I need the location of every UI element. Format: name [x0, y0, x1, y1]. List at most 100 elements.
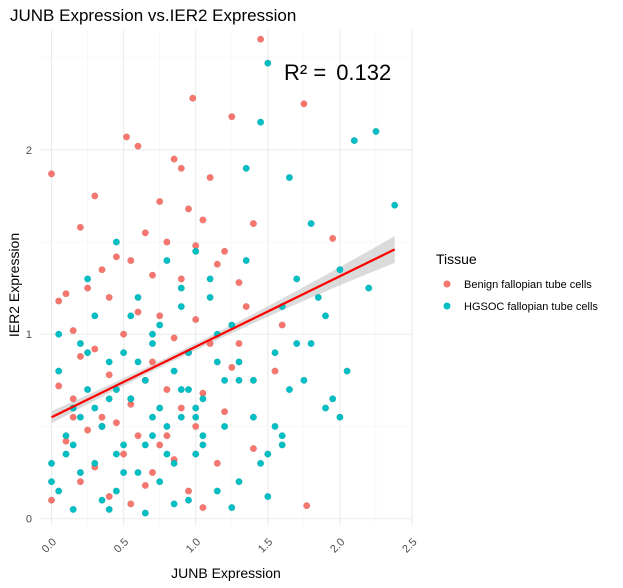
- point-benign: [69, 413, 77, 421]
- point-hgsoc: [48, 459, 56, 467]
- point-hgsoc: [293, 275, 301, 283]
- point-benign: [228, 113, 236, 121]
- point-hgsoc: [242, 257, 250, 265]
- point-hgsoc: [120, 349, 128, 357]
- point-hgsoc: [84, 349, 92, 357]
- point-benign: [127, 257, 135, 265]
- point-hgsoc: [84, 386, 92, 394]
- point-hgsoc: [156, 404, 164, 412]
- point-hgsoc: [134, 293, 142, 301]
- point-benign: [177, 275, 185, 283]
- point-hgsoc: [257, 118, 265, 126]
- point-hgsoc: [336, 266, 344, 274]
- legend-label-benign: Benign fallopian tube cells: [464, 279, 592, 291]
- point-hgsoc: [271, 422, 279, 430]
- point-hgsoc: [199, 441, 207, 449]
- point-benign: [192, 316, 200, 324]
- point-hgsoc: [177, 386, 185, 394]
- point-hgsoc: [307, 220, 315, 228]
- point-hgsoc: [322, 312, 330, 320]
- point-hgsoc: [293, 340, 301, 348]
- point-hgsoc: [184, 386, 192, 394]
- fit-line: [51, 248, 396, 419]
- confidence-interval: [51, 236, 395, 424]
- point-hgsoc: [127, 395, 135, 403]
- point-hgsoc: [336, 413, 344, 421]
- point-hgsoc: [329, 395, 337, 403]
- point-hgsoc: [62, 432, 70, 440]
- point-benign: [163, 386, 171, 394]
- x-tick-label: 1.0: [184, 536, 203, 555]
- point-hgsoc: [206, 293, 214, 301]
- point-benign: [235, 340, 243, 348]
- point-benign: [62, 290, 70, 298]
- point-hgsoc: [105, 505, 113, 513]
- point-benign: [257, 35, 265, 43]
- point-hgsoc: [148, 330, 156, 338]
- point-benign: [76, 223, 84, 231]
- point-benign: [55, 382, 63, 390]
- point-hgsoc: [84, 275, 92, 283]
- x-tick-label: 1.5: [256, 536, 275, 555]
- point-hgsoc: [221, 376, 229, 384]
- legend-label-hgsoc: HGSOC fallopian tube cells: [464, 301, 598, 313]
- tick-labels: 0.0 0.5 1.0 1.5 2.0 2.5 0 1 2: [26, 145, 420, 556]
- point-benign: [112, 419, 120, 427]
- point-hgsoc: [76, 413, 84, 421]
- point-benign: [235, 279, 243, 287]
- point-hgsoc: [343, 367, 351, 375]
- point-hgsoc: [199, 395, 207, 403]
- point-benign: [189, 94, 197, 102]
- point-benign: [249, 445, 257, 453]
- point-hgsoc: [91, 404, 99, 412]
- point-benign: [148, 271, 156, 279]
- point-benign: [48, 496, 56, 504]
- point-benign: [91, 192, 99, 200]
- point-benign: [156, 441, 164, 449]
- point-hgsoc: [134, 469, 142, 477]
- legend-title: Tissue: [436, 251, 477, 267]
- regression-line: [51, 248, 396, 419]
- point-hgsoc: [278, 432, 286, 440]
- point-hgsoc: [177, 413, 185, 421]
- point-hgsoc: [391, 201, 399, 209]
- point-hgsoc: [76, 340, 84, 348]
- point-benign: [134, 142, 142, 150]
- point-hgsoc: [134, 358, 142, 366]
- point-benign: [105, 371, 113, 379]
- point-benign: [192, 422, 200, 430]
- point-benign: [84, 426, 92, 434]
- point-hgsoc: [235, 358, 243, 366]
- point-hgsoc: [264, 59, 272, 67]
- x-axis-title: JUNB Expression: [171, 565, 281, 581]
- point-hgsoc: [127, 312, 135, 320]
- point-benign: [141, 481, 149, 489]
- point-hgsoc: [242, 164, 250, 172]
- point-benign: [98, 413, 106, 421]
- point-benign: [278, 321, 286, 329]
- point-hgsoc: [192, 247, 200, 255]
- point-benign: [199, 504, 207, 512]
- point-benign: [303, 502, 311, 510]
- point-hgsoc: [213, 487, 221, 495]
- point-benign: [120, 330, 128, 338]
- point-hgsoc: [112, 238, 120, 246]
- point-hgsoc: [120, 441, 128, 449]
- point-benign: [329, 234, 337, 242]
- point-benign: [300, 100, 308, 108]
- point-hgsoc: [69, 441, 77, 449]
- point-benign: [249, 220, 257, 228]
- point-benign: [48, 170, 56, 178]
- point-hgsoc: [264, 493, 272, 501]
- point-hgsoc: [148, 432, 156, 440]
- point-hgsoc: [257, 459, 265, 467]
- point-benign: [134, 308, 142, 316]
- point-benign: [98, 266, 106, 274]
- point-hgsoc: [141, 441, 149, 449]
- point-hgsoc: [206, 275, 214, 283]
- x-tick-label: 0.5: [112, 536, 131, 555]
- point-benign: [213, 260, 221, 268]
- point-hgsoc: [98, 496, 106, 504]
- point-hgsoc: [228, 504, 236, 512]
